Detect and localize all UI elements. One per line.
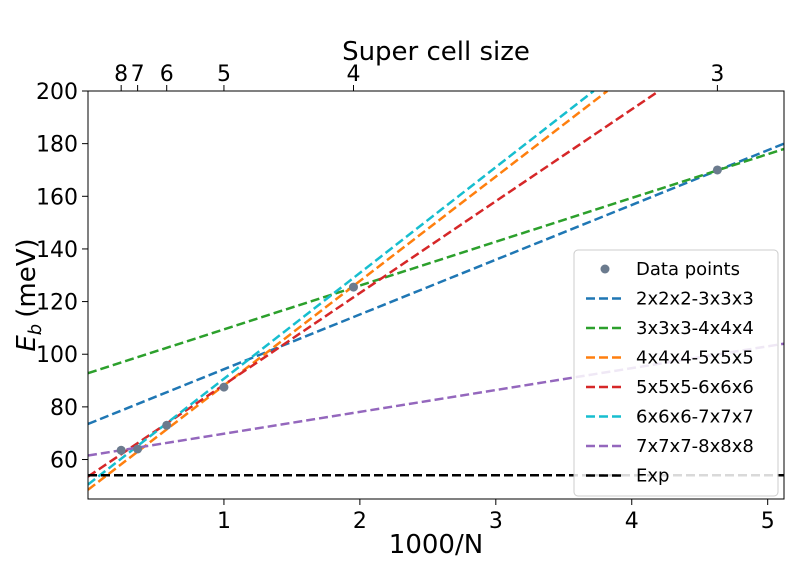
x-axis-title: 1000/N	[389, 530, 483, 560]
axes: 1 2 3 4 5 60 80 100 120 140 160 180 200 8 7 6 5 4 3	[36, 62, 775, 534]
y-tick-label-8: 200	[36, 80, 78, 105]
y-axis-title-sub: b	[25, 324, 46, 335]
legend-label-points: Data points	[636, 259, 740, 280]
data-point-3	[162, 420, 172, 430]
x-tick-label-2: 2	[353, 509, 367, 534]
x-tick-label-5: 5	[761, 509, 775, 534]
x-tick-label-3: 3	[489, 509, 503, 534]
x-tick-label-1: 1	[217, 509, 231, 534]
y-axis-title-main: E	[12, 335, 42, 352]
plot-frame	[87, 90, 785, 500]
legend-label-4: 5x5x5-6x6x6	[636, 377, 754, 398]
data-point-2	[133, 444, 143, 454]
legend-label-2: 3x3x3-4x4x4	[636, 318, 754, 339]
legend: Data points 2x2x2-3x3x3 3x3x3-4x4x4 4x4x4-5…	[573, 249, 779, 497]
legend-label-7: Exp	[636, 466, 669, 487]
top-tick-label-4: 5	[217, 62, 231, 87]
y-axis-title: Eb (meV)	[12, 238, 46, 351]
data-point-5	[348, 282, 358, 292]
top-tick-label-2: 7	[131, 62, 145, 87]
legend-label-3: 4x4x4-5x5x5	[636, 348, 754, 369]
series-line-4	[88, 91, 660, 478]
series-line-2	[88, 147, 784, 375]
series-line-3	[88, 91, 609, 491]
y-tick-label-2: 80	[50, 396, 78, 421]
x-tick-label-4: 4	[625, 509, 639, 534]
data-point-1	[116, 445, 126, 455]
y-axis-title-unit: (meV)	[12, 238, 42, 317]
y-tick-label-4: 120	[36, 291, 78, 316]
y-tick-label-5: 140	[36, 238, 78, 263]
top-tick-label-5: 4	[346, 62, 360, 87]
y-tick-label-6: 160	[36, 185, 78, 210]
legend-marker-points	[600, 264, 610, 274]
legend-label-1: 2x2x2-3x3x3	[636, 289, 754, 310]
y-tick-label-7: 180	[36, 133, 78, 158]
top-axis-title: Super cell size	[342, 37, 530, 67]
data-points	[116, 165, 722, 455]
data-point-6	[712, 165, 722, 175]
legend-box	[573, 249, 779, 497]
series-line-1	[88, 142, 784, 426]
y-tick-label-1: 60	[50, 449, 78, 474]
series-line-5	[88, 91, 595, 486]
top-tick-label-6: 3	[710, 62, 724, 87]
data-point-4	[219, 382, 229, 392]
legend-label-6: 7x7x7-8x8x8	[636, 436, 754, 457]
legend-label-5: 6x6x6-7x7x7	[636, 407, 754, 428]
top-tick-label-1: 8	[114, 62, 128, 87]
y-tick-label-3: 100	[36, 343, 78, 368]
top-tick-label-3: 6	[160, 62, 174, 87]
